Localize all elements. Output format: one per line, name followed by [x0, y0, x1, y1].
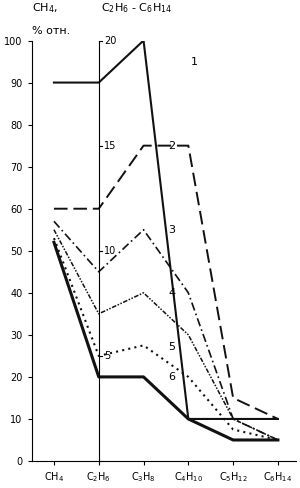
Text: 3: 3 — [168, 225, 175, 235]
Text: 5: 5 — [104, 351, 110, 361]
Text: C$_2$H$_6$ - C$_6$H$_{14}$: C$_2$H$_6$ - C$_6$H$_{14}$ — [101, 1, 172, 15]
Text: 2: 2 — [168, 141, 175, 151]
Text: 20: 20 — [104, 36, 116, 45]
Text: % отн.: % отн. — [32, 26, 70, 36]
Text: 15: 15 — [104, 141, 116, 151]
Text: 6: 6 — [168, 372, 175, 382]
Text: 1: 1 — [190, 57, 198, 66]
Text: 5: 5 — [168, 343, 175, 352]
Text: CH$_4$,: CH$_4$, — [32, 1, 57, 15]
Text: 4: 4 — [168, 288, 175, 298]
Text: 10: 10 — [104, 246, 116, 256]
